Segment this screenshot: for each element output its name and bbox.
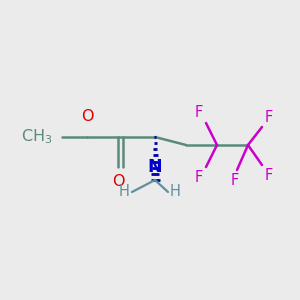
Text: F: F [195, 170, 203, 185]
Text: O: O [112, 174, 124, 189]
Text: N: N [148, 158, 162, 176]
Text: F: F [195, 105, 203, 120]
Text: F: F [231, 173, 239, 188]
Text: H: H [119, 184, 130, 199]
Text: O: O [81, 109, 93, 124]
Text: CH$_3$: CH$_3$ [20, 128, 52, 146]
Text: H: H [170, 184, 181, 199]
Text: F: F [265, 110, 273, 125]
Text: F: F [265, 168, 273, 183]
